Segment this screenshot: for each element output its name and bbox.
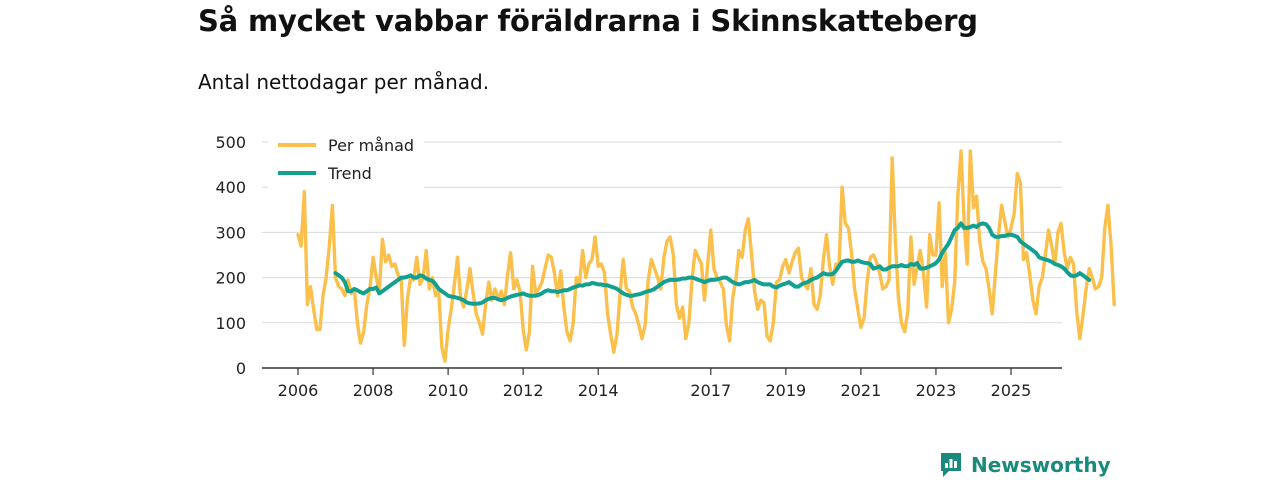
legend: Per månad Trend [268,130,424,188]
y-tick-label: 400 [215,178,246,197]
x-tick-label: 2006 [278,381,319,400]
series-lines [296,149,1116,363]
x-axis: 2006 2008 2010 2012 2014 2017 2019 2021 2023 2025 [262,367,1062,400]
x-tick-label: 2008 [353,381,394,400]
x-tick-label: 2017 [690,381,731,400]
x-tick-label: 2025 [991,381,1032,400]
x-tick-label: 2014 [578,381,619,400]
y-tick-label: 500 [215,133,246,152]
x-tick-label: 2023 [916,381,957,400]
brand-name: Newsworthy [971,453,1111,477]
newsworthy-logo-icon [941,453,961,477]
y-axis-ticks: 0 100 200 300 400 500 [215,133,246,378]
series-line-trend [333,221,1092,306]
y-tick-label: 200 [215,269,246,288]
legend-background [268,130,424,188]
brand: Newsworthy [939,450,1111,480]
x-tick-label: 2012 [503,381,544,400]
x-tick-label: 2021 [841,381,882,400]
y-tick-label: 100 [215,314,246,333]
legend-entry: Per månad [328,136,414,155]
chart-title: Så mycket vabbar föräldrarna i Skinnskat… [198,4,978,38]
legend-entry: Trend [327,164,372,183]
y-tick-label: 0 [236,359,246,378]
x-tick-label: 2019 [765,381,806,400]
x-tick-label: 2010 [428,381,469,400]
chart-subtitle: Antal nettodagar per månad. [198,70,490,94]
y-tick-label: 300 [215,223,246,242]
